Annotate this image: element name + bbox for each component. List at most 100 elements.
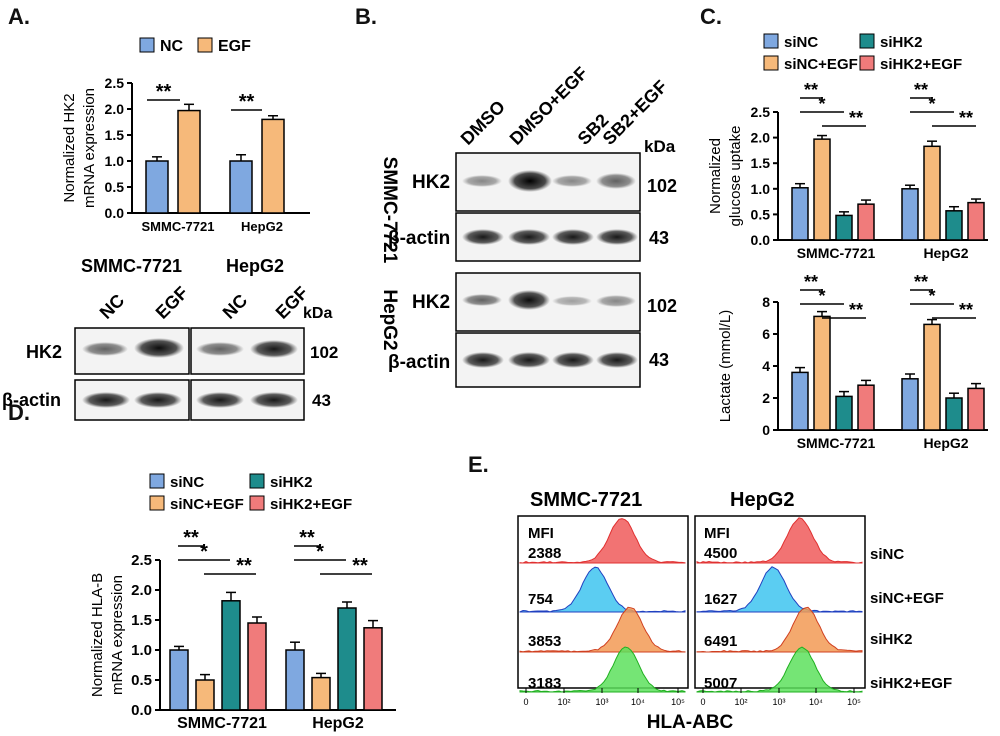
sig-label: * — [316, 541, 324, 563]
kda-value: 43 — [312, 391, 331, 410]
bar — [286, 650, 304, 710]
bar — [170, 650, 188, 710]
legend-swatch — [150, 474, 164, 488]
sig-label: ** — [299, 527, 315, 549]
y-tick-label: 2.0 — [131, 582, 152, 599]
blot-lane-label: EGF — [152, 283, 192, 323]
chart-a: NC EGF 0.0 0.5 1.0 1.5 2.0 2.5 Normalized HK2 mRN… — [61, 38, 310, 234]
y-tick-label: 0.0 — [131, 702, 152, 719]
blot-band — [508, 352, 550, 368]
sig-label: ** — [959, 300, 973, 320]
y-tick-label: 0.5 — [105, 179, 125, 195]
x-tick-label: SMMC-7721 — [177, 715, 267, 732]
sig-label: * — [818, 94, 825, 114]
sig-label: * — [818, 286, 825, 306]
bar — [858, 385, 874, 430]
mfi-value: 754 — [528, 591, 554, 608]
blot-lane-label: NC — [96, 290, 129, 323]
legend-swatch — [150, 496, 164, 510]
bar — [262, 119, 284, 213]
y-tick-label: 4 — [762, 358, 770, 374]
sig-label: ** — [239, 91, 255, 113]
bar — [814, 139, 830, 240]
x-tick-label: SMMC-7721 — [797, 245, 876, 261]
x-tick-label: 10⁵ — [847, 697, 861, 707]
x-tick-label: HepG2 — [312, 715, 364, 732]
y-tick-label: 1.0 — [751, 181, 771, 197]
condition-label: siHK2 — [870, 631, 913, 648]
legend-label: siHK2 — [270, 474, 313, 491]
blot-band — [196, 392, 244, 408]
blot-band — [508, 229, 550, 245]
bar — [836, 215, 852, 240]
bar — [924, 146, 940, 240]
bar — [146, 161, 168, 213]
x-tick-label: 10³ — [772, 697, 785, 707]
legend-swatch-nc — [140, 38, 154, 52]
y-tick-label: 2.0 — [105, 101, 125, 117]
sig-label: ** — [236, 555, 252, 577]
bar — [792, 372, 808, 430]
bar — [222, 601, 240, 710]
kda-value: 102 — [647, 176, 677, 196]
y-tick-label: 2.0 — [751, 130, 771, 146]
mfi-value: 2388 — [528, 545, 561, 562]
bar — [946, 211, 962, 240]
kda-label: kDa — [303, 305, 332, 322]
blot-band — [134, 392, 182, 408]
condition-label: siHK2+EGF — [870, 675, 952, 692]
sig-label: ** — [804, 272, 818, 292]
blot-band — [596, 295, 636, 307]
y-axis-title: Lactate (mmol/L) — [717, 310, 734, 423]
mfi-value: 5007 — [704, 675, 737, 692]
sig-label: ** — [849, 300, 863, 320]
bar — [946, 398, 962, 430]
blot-cell-line: HepG2 — [379, 289, 400, 350]
y-tick-label: 1.0 — [131, 642, 152, 659]
legend-swatch — [250, 474, 264, 488]
mfi-label: MFI — [528, 525, 554, 542]
bar — [968, 203, 984, 240]
sig-label: ** — [849, 108, 863, 128]
sig-label: ** — [914, 272, 928, 292]
flow-title: HepG2 — [730, 489, 794, 511]
x-tick-label: SMMC-7721 — [142, 219, 215, 234]
bar — [858, 204, 874, 240]
blot-band — [508, 290, 550, 310]
legend-label: siHK2+EGF — [270, 496, 352, 513]
x-tick-label: 10⁵ — [671, 697, 685, 707]
x-tick-label: HepG2 — [241, 219, 283, 234]
blot-row-label: β-actin — [388, 352, 450, 373]
y-tick-label: 1.5 — [751, 155, 771, 171]
legend-label: siHK2 — [880, 34, 923, 51]
x-tick-label: 10⁴ — [631, 697, 645, 707]
condition-label: siNC+EGF — [870, 590, 944, 607]
flow-e: SMMC-7721 HepG2MFI MFI23887543853318345001… — [518, 489, 952, 733]
blot-band — [552, 296, 592, 306]
bar — [902, 189, 918, 240]
blot-band — [552, 229, 594, 245]
x-tick-label: 10² — [557, 697, 570, 707]
bar — [196, 680, 214, 710]
chart-c-lactate: 02468Lactate (mmol/L)SMMC-7721 HepG2*****… — [717, 272, 988, 451]
blot-b: DMSODMSO+EGFSB2SB2+EGFkDaHK2β-actinHK2β-… — [379, 63, 677, 387]
mfi-value: 3183 — [528, 675, 561, 692]
y-axis-title: Normalized — [707, 138, 724, 214]
flow-title: SMMC-7721 — [530, 489, 642, 511]
sig-label: ** — [914, 80, 928, 100]
bar — [248, 623, 266, 710]
bar — [230, 161, 252, 213]
blot-band — [82, 392, 130, 408]
legend-swatch — [860, 34, 874, 48]
blot-band — [596, 229, 638, 245]
blot-band — [596, 352, 638, 368]
sig-label: * — [928, 286, 935, 306]
bar — [338, 608, 356, 710]
y-tick-label: 6 — [762, 326, 770, 342]
mfi-value: 4500 — [704, 545, 737, 562]
blot-band — [250, 340, 298, 358]
y-tick-label: 0.0 — [105, 205, 125, 221]
blot-a: SMMC-7721 HepG2NC EGF NC EGFkDaHK2β-actin102… — [2, 256, 338, 420]
bar — [836, 396, 852, 430]
x-tick-label: 0 — [523, 697, 528, 707]
